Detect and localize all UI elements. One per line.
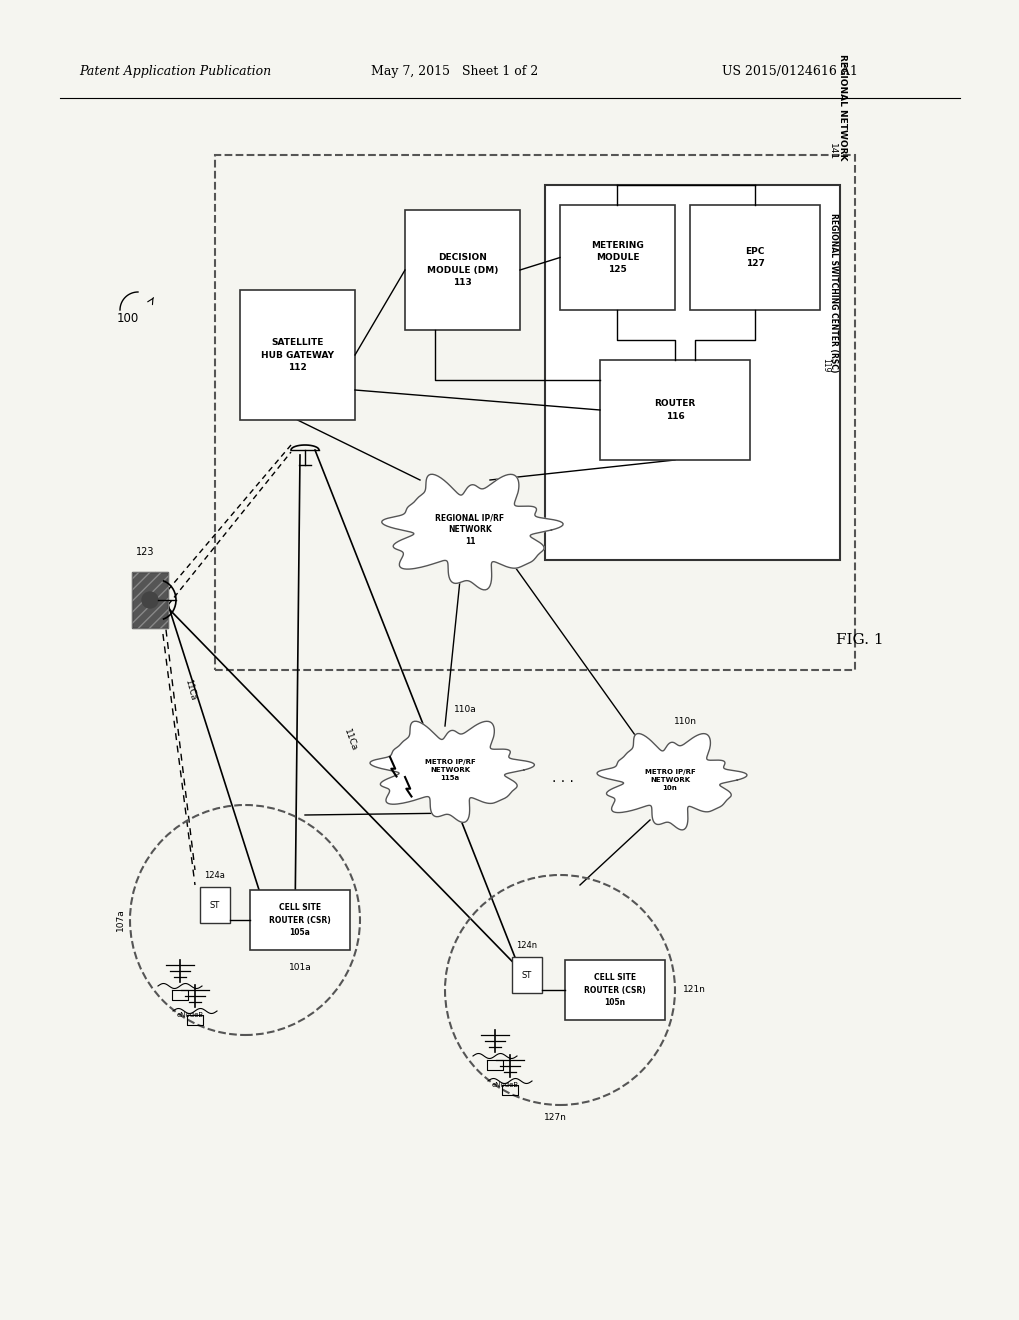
Text: 141: 141 [827, 143, 837, 160]
FancyBboxPatch shape [689, 205, 819, 310]
Polygon shape [370, 721, 534, 822]
Text: METRO IP/RF
NETWORK
10n: METRO IP/RF NETWORK 10n [644, 770, 695, 791]
Text: CELL SITE
ROUTER (CSR)
105a: CELL SITE ROUTER (CSR) 105a [269, 903, 330, 937]
Text: METRO IP/RF
NETWORK
115a: METRO IP/RF NETWORK 115a [424, 759, 475, 781]
FancyBboxPatch shape [544, 185, 840, 560]
FancyBboxPatch shape [405, 210, 520, 330]
FancyBboxPatch shape [200, 887, 229, 923]
Text: 110n: 110n [673, 718, 696, 726]
Text: 119: 119 [820, 358, 829, 372]
Text: May 7, 2015   Sheet 1 of 2: May 7, 2015 Sheet 1 of 2 [371, 66, 538, 78]
FancyBboxPatch shape [512, 957, 541, 993]
Text: 121n: 121n [683, 986, 705, 994]
Text: . . .: . . . [551, 771, 574, 785]
Polygon shape [381, 474, 562, 590]
Text: 124n: 124n [516, 940, 537, 949]
Text: 124a: 124a [205, 870, 225, 879]
Text: ST: ST [210, 900, 220, 909]
FancyBboxPatch shape [559, 205, 675, 310]
FancyBboxPatch shape [250, 890, 350, 950]
Text: ST: ST [522, 970, 532, 979]
Text: 107a: 107a [116, 908, 125, 932]
Text: US 2015/0124616 A1: US 2015/0124616 A1 [721, 66, 857, 78]
Text: CELL SITE
ROUTER (CSR)
105n: CELL SITE ROUTER (CSR) 105n [584, 973, 645, 1007]
Text: 11Ca: 11Ca [341, 727, 358, 752]
Text: 110a: 110a [453, 705, 476, 714]
Text: eNodeB: eNodeB [491, 1082, 518, 1088]
Text: 127n: 127n [543, 1113, 566, 1122]
Circle shape [142, 591, 158, 609]
FancyBboxPatch shape [131, 572, 168, 628]
Text: METERING
MODULE
125: METERING MODULE 125 [591, 240, 643, 275]
Text: 100: 100 [117, 312, 139, 325]
Text: 11Ca: 11Ca [182, 678, 197, 701]
Text: REGIONAL NETWORK: REGIONAL NETWORK [838, 54, 846, 160]
Text: Patent Application Publication: Patent Application Publication [78, 66, 271, 78]
FancyBboxPatch shape [239, 290, 355, 420]
Text: 123: 123 [136, 546, 154, 557]
Text: REGIONAL SWITCHING CENTER (RSC): REGIONAL SWITCHING CENTER (RSC) [828, 213, 838, 372]
Text: REGIONAL IP/RF
NETWORK
11: REGIONAL IP/RF NETWORK 11 [435, 513, 504, 546]
FancyBboxPatch shape [599, 360, 749, 459]
Text: eNodeB: eNodeB [176, 1012, 204, 1018]
Text: FIG. 1: FIG. 1 [836, 634, 882, 647]
Polygon shape [596, 734, 746, 830]
Text: SATELLITE
HUB GATEWAY
112: SATELLITE HUB GATEWAY 112 [261, 338, 333, 372]
Text: ROUTER
116: ROUTER 116 [654, 399, 695, 421]
Text: EPC
127: EPC 127 [745, 247, 764, 268]
FancyBboxPatch shape [565, 960, 664, 1020]
Text: 101a: 101a [288, 964, 311, 973]
Text: DECISION
MODULE (DM)
113: DECISION MODULE (DM) 113 [426, 253, 497, 286]
